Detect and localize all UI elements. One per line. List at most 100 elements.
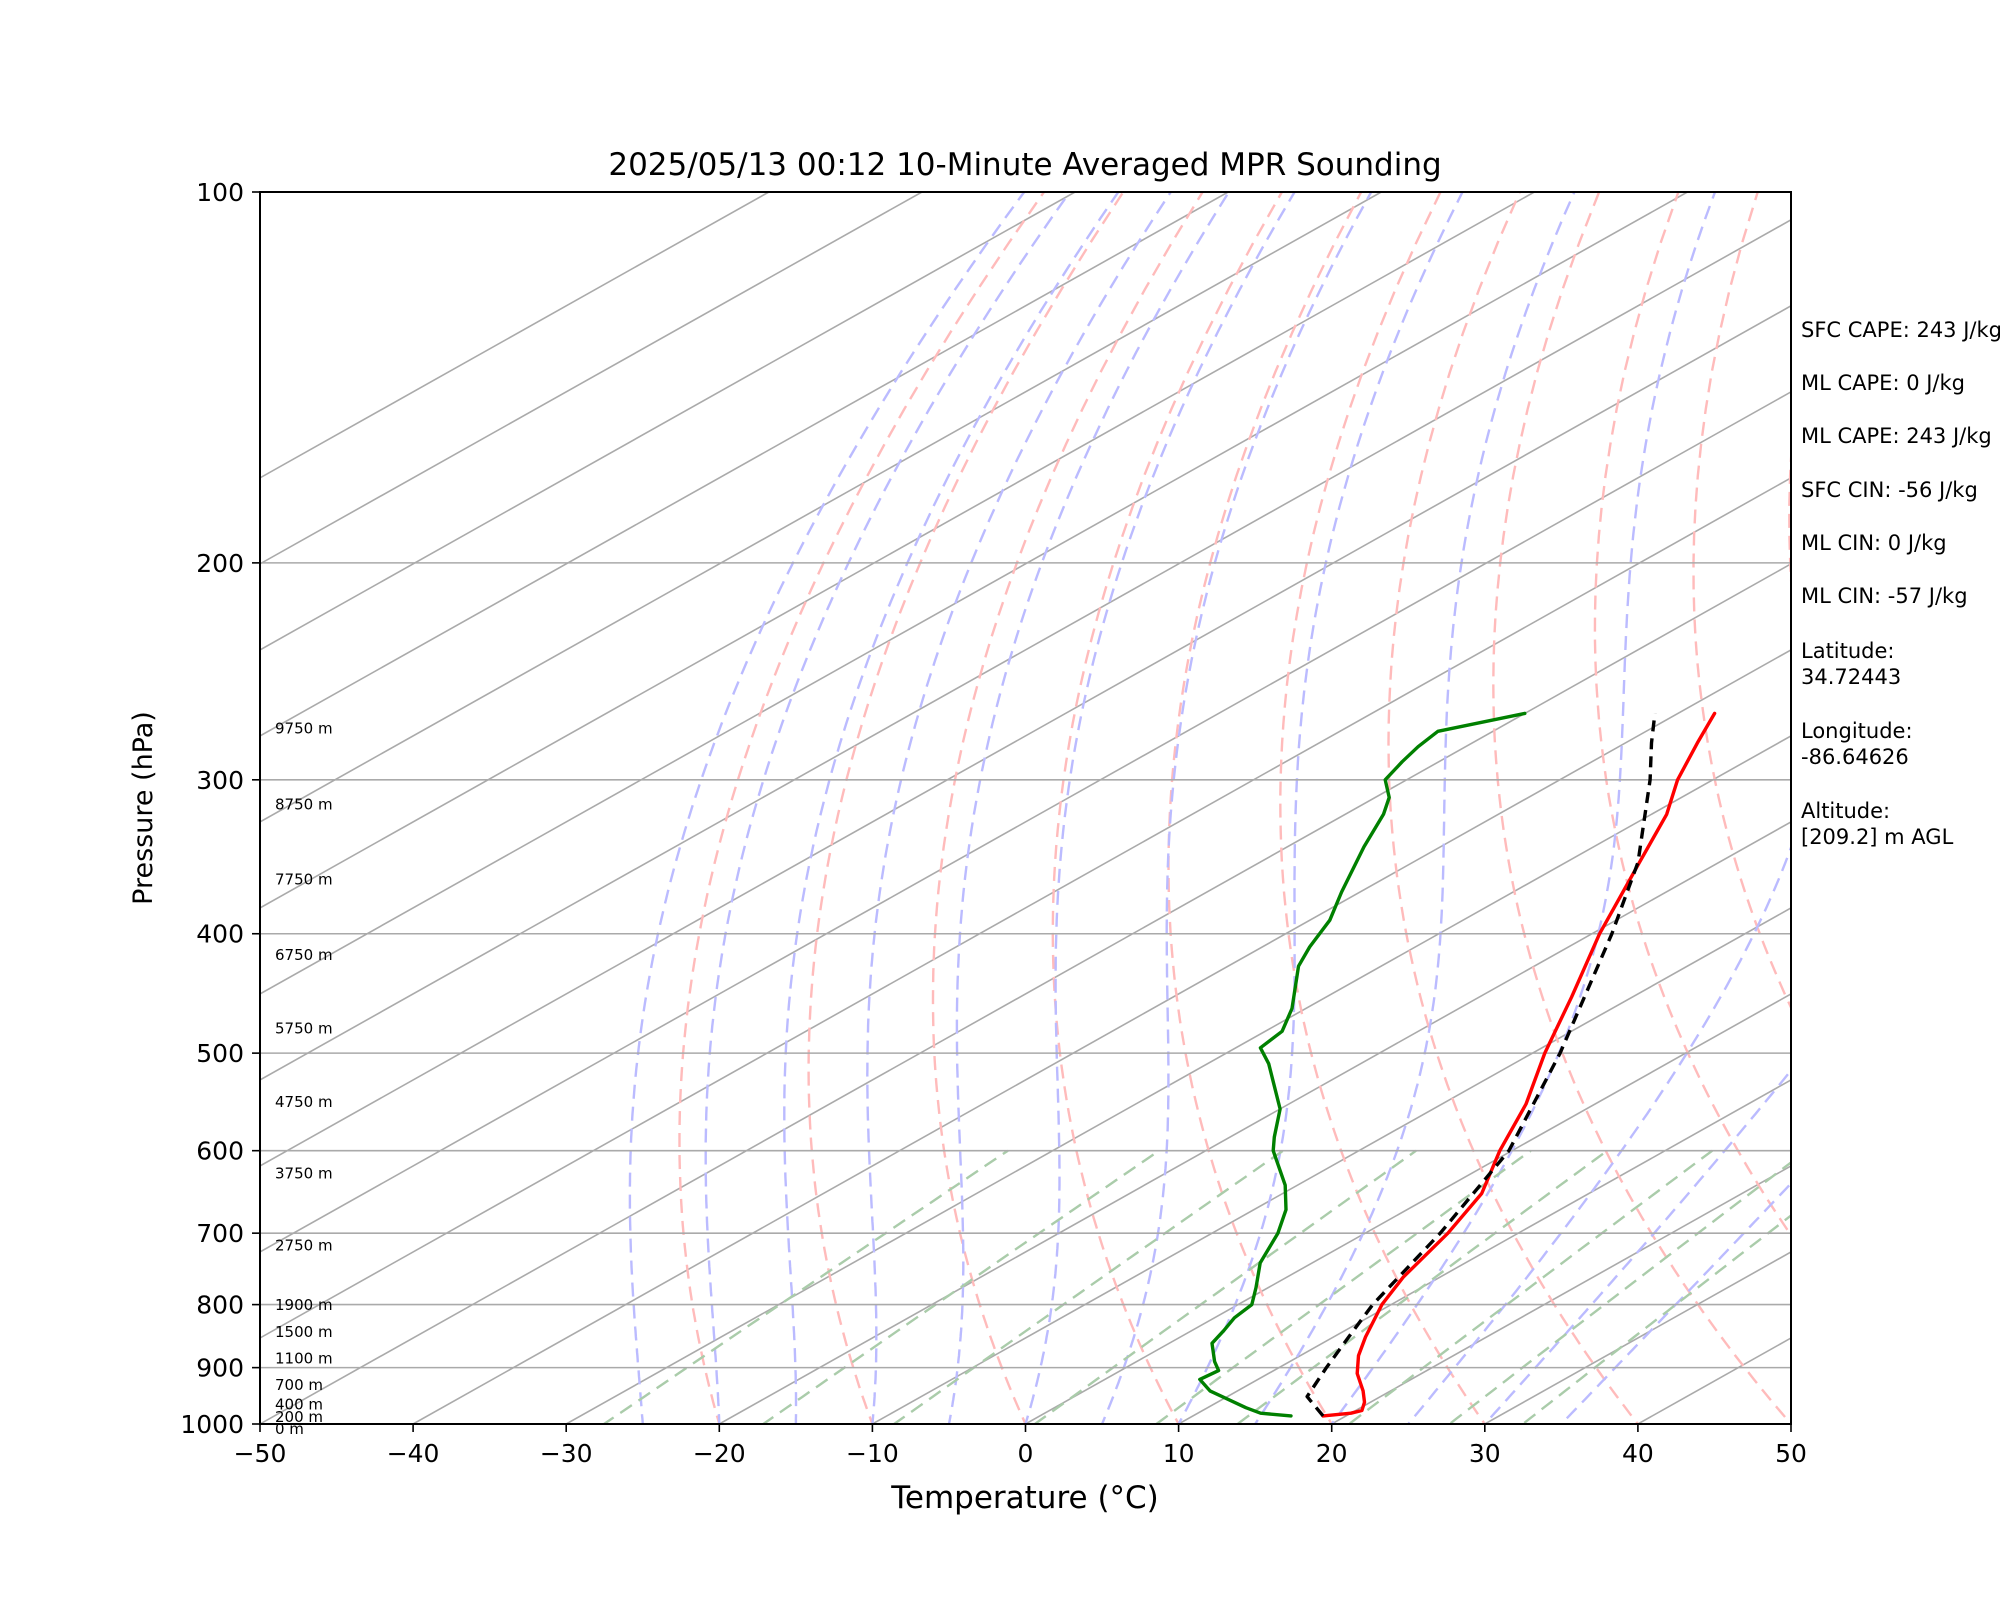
isotherm-line [1178, 1079, 1791, 1424]
x-tick-label: −40 [387, 1439, 440, 1468]
isotherm-line [718, 821, 1791, 1424]
isotherm-line [260, 192, 1076, 651]
moist-adiabat-line [1177, 192, 1464, 1424]
y-tick-label: 300 [196, 766, 244, 795]
dry-adiabat-line [1279, 192, 1487, 1424]
moist-adiabat-line [1406, 844, 1791, 1424]
y-axis-label: Pressure (hPa) [128, 711, 159, 905]
isotherm-line [412, 648, 1791, 1424]
isotherm-line [260, 192, 1382, 823]
longitude-label: Longitude: [1801, 719, 1913, 743]
mixing-ratio-line [1447, 1160, 1791, 1424]
height-label: 1900 m [275, 1296, 333, 1314]
height-label: 8750 m [275, 795, 333, 813]
altitude-label: Altitude: [1801, 799, 1890, 823]
latitude-label: Latitude: [1801, 639, 1895, 663]
isotherm-line [260, 192, 1688, 995]
isotherm-line [1331, 1165, 1791, 1424]
y-tick-label: 100 [196, 178, 244, 207]
mixing-ratio-line [1032, 1149, 1417, 1424]
dewpoint-line [1198, 711, 1527, 1418]
isotherm-line [260, 562, 1791, 1424]
moist-adiabat-line [1559, 1181, 1791, 1424]
isotherm-line [260, 192, 923, 565]
temperature-line [1321, 711, 1717, 1418]
x-tick-label: 30 [1469, 1439, 1501, 1468]
sounding-parameters-panel: SFC CAPE: 243 J/kg ML CAPE: 0 J/kg ML CA… [1801, 318, 2000, 849]
height-label: 400 m [275, 1395, 323, 1413]
pressure-grid [260, 191, 1791, 1425]
moist-adiabat-line [1483, 1068, 1791, 1424]
mixing-ratio-line [892, 1149, 1284, 1424]
isotherm-line [1025, 993, 1791, 1424]
moist-adiabat-line [1100, 192, 1373, 1424]
isotherm-line [260, 192, 1229, 737]
y-tick-label: 500 [196, 1039, 244, 1068]
dry-adiabat-line [1051, 192, 1283, 1424]
altitude-value: [209.2] m AGL [1801, 825, 1954, 849]
height-label: 3750 m [275, 1164, 333, 1182]
ml-cin-text: ML CIN: 0 J/kg [1801, 531, 1947, 555]
mixing-ratio-line [1520, 1214, 1791, 1424]
mixing-ratio-line [1347, 1149, 1714, 1424]
dry-adiabat-line [1167, 192, 1363, 1424]
x-tick-label: −20 [693, 1439, 746, 1468]
x-tick-label: −50 [234, 1439, 287, 1468]
height-label: 1100 m [275, 1349, 333, 1367]
y-tick-label: 600 [196, 1137, 244, 1166]
isotherm-line [260, 192, 770, 479]
moist-adiabat-line [704, 192, 1071, 1424]
isotherm-line [260, 192, 1535, 909]
longitude-value: -86.64626 [1801, 745, 1909, 769]
height-label: 0 m [275, 1420, 304, 1438]
isotherm-line [565, 734, 1791, 1424]
y-tick-label: 400 [196, 920, 244, 949]
ml-cin-2-text: ML CIN: -57 J/kg [1801, 584, 1968, 608]
x-tick-label: 10 [1163, 1439, 1195, 1468]
ml-cape-text: ML CAPE: 0 J/kg [1801, 371, 1965, 395]
parcel_path-line [1305, 713, 1657, 1417]
height-label: 200 m [275, 1408, 323, 1426]
mixing-ratio-line [601, 1149, 1009, 1424]
y-tick-label: 1000 [180, 1410, 244, 1439]
dry-adiabat-line [1492, 192, 1791, 1424]
isotherm-line [260, 476, 1791, 1339]
x-tick-label: −30 [540, 1439, 593, 1468]
moist-adiabat-line [866, 192, 1172, 1424]
height-label: 2750 m [275, 1236, 333, 1254]
latitude-value: 34.72443 [1801, 665, 1901, 689]
moist-adiabat-line [628, 192, 1026, 1424]
background-lines [260, 192, 2000, 1450]
x-tick-label: −10 [846, 1439, 899, 1468]
isotherm-line [260, 390, 1791, 1253]
dry-adiabat-line [931, 192, 1204, 1424]
dry-adiabat-line [678, 192, 1045, 1424]
x-tick-label: 0 [1018, 1439, 1034, 1468]
moist-adiabat-line [1024, 192, 1296, 1424]
x-tick-label: 40 [1622, 1439, 1654, 1468]
height-label: 7750 m [275, 871, 333, 889]
mixing-ratio-line [1154, 1149, 1532, 1424]
moist-adiabat-line [1253, 192, 1576, 1424]
height-label: 6750 m [275, 946, 333, 964]
isotherm-line [872, 907, 1791, 1424]
chart-title: 2025/05/13 00:12 10-Minute Averaged MPR … [608, 147, 1441, 183]
sfc-cape-text: SFC CAPE: 243 J/kg [1801, 318, 2000, 342]
mixing-ratio-line [761, 1149, 1160, 1424]
ml-cape-2-text: ML CAPE: 243 J/kg [1801, 424, 1992, 448]
y-tick-label: 700 [196, 1219, 244, 1248]
dry-adiabat-line [1593, 192, 1791, 1238]
y-tick-label: 800 [196, 1291, 244, 1320]
dry-adiabat-line [1387, 192, 1640, 1424]
axis-ticks: −50 −40 −30 −20 −10 0 10 20 30 40 50 100 200 300 400 50… [180, 178, 1807, 1468]
isotherm-line [260, 218, 1791, 1081]
x-tick-label: 50 [1775, 1439, 1807, 1468]
isotherm-line [260, 304, 1791, 1167]
height-label: 5750 m [275, 1020, 333, 1038]
moist-adiabat-line [1330, 192, 1717, 1424]
dry-adiabat-line [1973, 192, 2000, 1450]
height-label: 9750 m [275, 719, 333, 737]
dry-adiabat-line [807, 192, 1125, 1424]
height-label: 1500 m [275, 1323, 333, 1341]
